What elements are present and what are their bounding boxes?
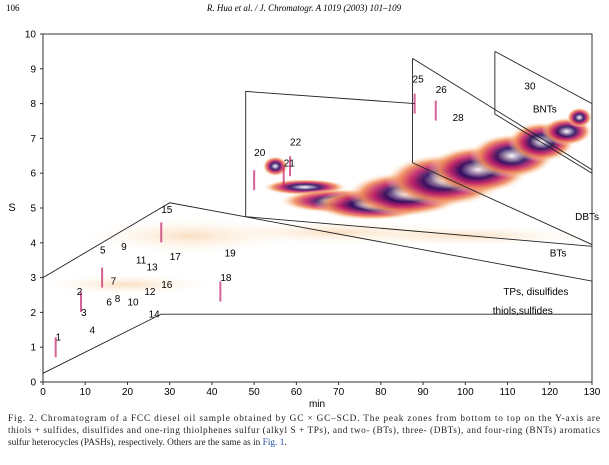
peak-streak: [289, 156, 292, 177]
zone-label: BTs: [550, 249, 567, 260]
y-tick-label: 5: [30, 204, 36, 215]
peak-label: 13: [146, 263, 158, 274]
x-tick-label: 90: [418, 387, 430, 398]
x-tick-label: 30: [164, 387, 176, 398]
zone-label: DBTs: [575, 212, 599, 223]
peak-label: 19: [225, 249, 237, 260]
y-tick-label: 10: [25, 30, 37, 41]
peak-label: 11: [136, 256, 147, 267]
peak-label: 18: [220, 273, 232, 284]
peak-label: 30: [524, 82, 536, 93]
zone-outline-dbts: [412, 57, 593, 171]
y-tick-label: 6: [30, 169, 36, 180]
peak-label: 20: [254, 148, 266, 159]
x-tick-label: 0: [40, 387, 46, 398]
peak-label: 3: [81, 308, 87, 319]
page-number: 106: [6, 3, 20, 13]
chromatogram: 0 10 20 30 40 50 60 70 80 90 100 110 120 130012345678…: [25, 30, 601, 399]
signal-blob: [262, 156, 288, 177]
peak-streak: [80, 291, 83, 312]
caption-text: .: [284, 438, 286, 448]
x-tick-label: 120: [541, 387, 558, 398]
peak-label: 7: [111, 277, 117, 288]
peak-label: 15: [161, 205, 173, 216]
peak-streak: [54, 337, 57, 358]
x-tick-label: 10: [80, 387, 92, 398]
peak-label: 12: [144, 287, 156, 298]
caption: Fig. 2. Chromatogram of a FCC diesel oil…: [8, 413, 600, 448]
x-tick-label: 130: [584, 387, 601, 398]
x-tick-label: 80: [375, 387, 387, 398]
peak-label: 5: [100, 245, 106, 256]
x-tick-label: 70: [333, 387, 345, 398]
peak-label: 9: [121, 242, 127, 253]
peak-streak: [101, 267, 104, 288]
peak-label: 22: [290, 137, 302, 148]
peak-label: 25: [413, 75, 425, 86]
y-tick-label: 0: [30, 378, 36, 389]
x-tick-label: 60: [291, 387, 303, 398]
peak-label: 4: [89, 325, 95, 336]
running-head: R. Hua et al. / J. Chromatogr. A 1019 (2…: [206, 3, 402, 13]
zone-outline-bts: [245, 90, 415, 217]
peak-label: 14: [149, 310, 161, 321]
caption-line: Fig. 2. Chromatogram of a FCC diesel oil…: [8, 413, 600, 424]
x-tick-label: 50: [249, 387, 261, 398]
peak-label: 16: [161, 280, 173, 291]
caption-text: sulfur heterocycles (PASHs), respectivel…: [8, 437, 263, 448]
peak-label: 6: [106, 297, 112, 308]
peak-label: 26: [436, 85, 448, 96]
y-axis-label: S: [8, 202, 15, 214]
zone-outline-bnts: [494, 51, 593, 174]
peak-label: 17: [170, 252, 182, 263]
y-tick-label: 4: [30, 238, 36, 249]
peak-label: 2: [77, 287, 83, 298]
x-tick-label: 20: [122, 387, 134, 398]
y-tick-label: 8: [30, 99, 36, 110]
y-tick-label: 7: [30, 134, 36, 145]
background-signal: [43, 274, 212, 295]
peak-label: 1: [56, 332, 62, 343]
zone-label: thiols,sulfides: [493, 306, 553, 317]
peak-label: 21: [284, 158, 296, 169]
zone-label: TPs, disulfides: [503, 287, 568, 298]
x-axis-label: min: [309, 399, 325, 410]
peak-streak: [160, 222, 163, 243]
y-tick-label: 3: [30, 273, 36, 284]
signal-blob: [566, 107, 592, 128]
caption-line: sulfur heterocycles (PASHs), respectivel…: [8, 437, 287, 448]
y-tick-label: 9: [30, 64, 36, 75]
peak-streak: [434, 100, 437, 121]
peak-streak: [219, 281, 222, 302]
zone-outline-dbts: [412, 58, 593, 245]
y-tick-label: 1: [30, 343, 36, 354]
peak-label: 10: [127, 297, 139, 308]
x-tick-label: 110: [500, 387, 516, 398]
x-tick-label: 40: [206, 387, 218, 398]
figure-link[interactable]: Fig. 1: [263, 438, 285, 448]
caption-line: thiols + sulfides, disulfides and one-ri…: [8, 425, 600, 436]
x-tick-label: 100: [457, 387, 474, 398]
peak-streak: [253, 170, 256, 191]
peak-label: 28: [453, 113, 465, 124]
peak-streak: [282, 166, 285, 187]
zone-outline-bts: [245, 216, 593, 247]
y-tick-label: 2: [30, 308, 36, 319]
zone-outline-bnts: [494, 51, 593, 174]
zone-label: BNTs: [533, 104, 557, 115]
peak-label: 8: [115, 294, 121, 305]
